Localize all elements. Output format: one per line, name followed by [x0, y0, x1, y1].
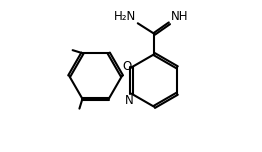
- Text: O: O: [122, 60, 131, 73]
- Text: H₂N: H₂N: [114, 10, 137, 22]
- Text: NH: NH: [171, 10, 188, 22]
- Text: N: N: [125, 94, 134, 107]
